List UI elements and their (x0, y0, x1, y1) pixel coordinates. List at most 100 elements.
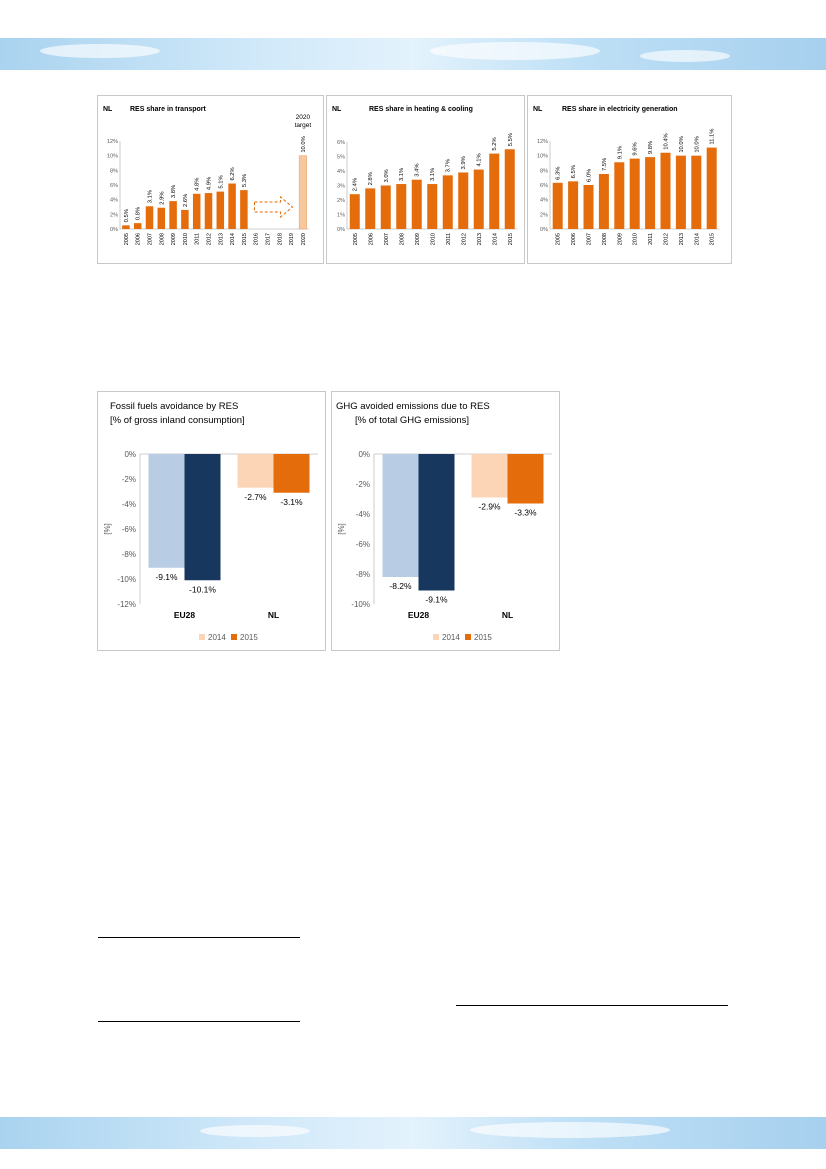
bar (122, 225, 130, 229)
bar (204, 193, 213, 229)
y-tick-label: 2% (337, 198, 345, 204)
cloud-decoration (470, 1122, 670, 1138)
chart-heating-cooling: NL RES share in heating & cooling 0% 1% 2% 3%… (326, 95, 525, 264)
y-tick-label: 0% (358, 450, 370, 459)
x-tick-label: 2005 (124, 233, 130, 245)
bar (240, 190, 248, 229)
legend-swatch (231, 634, 237, 640)
bar (169, 201, 177, 229)
bar-data-label: 6.2% (230, 167, 236, 180)
y-tick-label: 8% (540, 168, 548, 174)
footnote-link-underline (456, 1005, 728, 1006)
category-label: NL (268, 610, 279, 620)
chart-fossil-fuels-avoidance: Fossil fuels avoidance by RES [% of gross… (97, 391, 326, 651)
x-tick-label: 2015 (242, 233, 248, 245)
bar (157, 207, 166, 229)
y-tick-label: -2% (356, 480, 370, 489)
category-label: NL (502, 610, 513, 620)
x-tick-label: 2020 (301, 233, 307, 245)
bar (418, 454, 455, 591)
x-tick-label: 2006 (368, 233, 374, 245)
cloud-decoration (640, 50, 730, 62)
y-tick-label: 0% (124, 450, 136, 459)
legend-label: 2015 (240, 633, 258, 642)
bar-data-label: -9.1% (425, 595, 448, 605)
footnote-link-underline (98, 1021, 300, 1022)
x-tick-label: 2019 (289, 233, 295, 245)
y-tick-label: 0% (540, 227, 548, 233)
region-label: NL (332, 106, 342, 113)
x-tick-label: 2011 (195, 233, 201, 245)
legend-label: 2015 (474, 633, 492, 642)
bar-data-label: 3.9% (461, 156, 467, 169)
bar-data-label: 5.1% (218, 175, 224, 188)
bar (598, 174, 609, 229)
bar (629, 158, 640, 229)
bar-data-label: 10.0% (679, 136, 685, 152)
y-tick-label: -2% (122, 475, 136, 484)
legend-swatch (465, 634, 471, 640)
x-tick-label: 2009 (171, 233, 177, 245)
y-tick-label: 1% (337, 213, 345, 219)
x-tick-label: 2009 (617, 233, 623, 245)
bar (442, 175, 453, 229)
x-tick-label: 2010 (430, 233, 436, 245)
x-tick-label: 2008 (602, 233, 608, 245)
bar (273, 454, 310, 493)
bar (583, 185, 594, 229)
footer-band (0, 1117, 826, 1149)
bar-data-label: 4.8% (195, 178, 201, 191)
bar-data-label: 6.5% (571, 165, 577, 178)
x-tick-label: 2017 (266, 233, 272, 245)
y-tick-label: 2% (110, 212, 118, 218)
target-label-year: 2020 (296, 114, 311, 121)
x-tick-label: 2006 (136, 233, 142, 245)
legend-label: 2014 (208, 633, 226, 642)
bar (228, 183, 236, 229)
bar (411, 179, 422, 229)
y-tick-label: 12% (107, 139, 118, 145)
bar-data-label: 10.0% (694, 136, 700, 152)
cloud-decoration (200, 1125, 310, 1137)
bar (365, 188, 376, 229)
x-tick-label: 2007 (384, 233, 390, 245)
bar (148, 454, 185, 568)
x-tick-label: 2008 (399, 233, 405, 245)
y-tick-label: 0% (110, 227, 118, 233)
bar (675, 155, 686, 229)
bar-data-label: 3.1% (430, 168, 436, 181)
bar (552, 182, 563, 229)
x-tick-label: 2012 (664, 233, 670, 245)
legend-label: 2014 (442, 633, 460, 642)
bar-data-label: 2.8% (368, 172, 374, 185)
x-tick-label: 2018 (277, 233, 283, 245)
bar (660, 152, 671, 229)
x-tick-label: 2011 (648, 233, 654, 245)
cloud-decoration (40, 44, 160, 58)
chart-transport: NL RES share in transport 0% 2% 4% 6% 8% 10% 12%… (97, 95, 324, 264)
x-tick-label: 2007 (587, 233, 593, 245)
bar (237, 454, 274, 488)
bar-data-label: 10.4% (664, 133, 670, 149)
bar (614, 162, 625, 229)
bar-data-label: 5.5% (508, 133, 514, 146)
x-tick-label: 2006 (571, 233, 577, 245)
x-tick-label: 2005 (556, 233, 562, 245)
y-tick-label: 6% (110, 183, 118, 189)
bar (349, 194, 360, 229)
y-tick-label: 3% (337, 184, 345, 190)
category-label: EU28 (174, 610, 196, 620)
y-tick-label: -4% (356, 510, 370, 519)
bar (216, 191, 225, 229)
target-label-word: target (295, 122, 312, 129)
bar-data-label: 9.8% (648, 141, 654, 154)
x-tick-label: 2016 (254, 233, 260, 245)
footnote-separator (98, 937, 300, 938)
x-tick-label: 2014 (230, 233, 236, 245)
y-tick-label: -6% (122, 525, 136, 534)
bar-data-label: -2.7% (244, 492, 267, 502)
target-arrow-icon (254, 195, 294, 219)
x-tick-label: 2010 (633, 233, 639, 245)
y-tick-label: 5% (337, 155, 345, 161)
x-tick-label: 2013 (679, 233, 685, 245)
